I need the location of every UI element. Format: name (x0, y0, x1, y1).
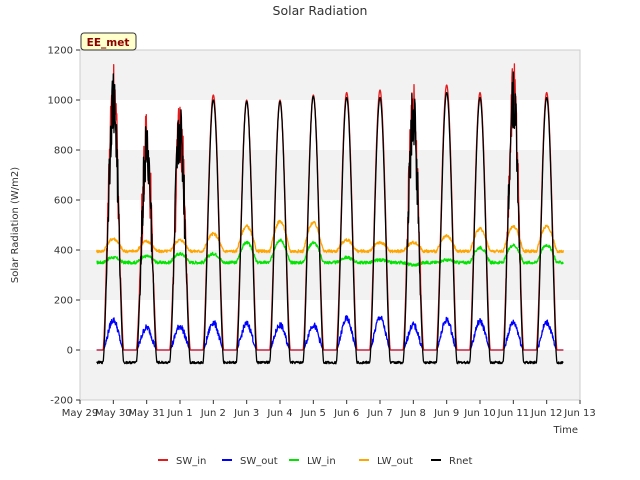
station-label-background (80, 32, 137, 51)
x-tick-label: Jun 9 (433, 408, 459, 419)
grid-band (80, 100, 580, 150)
x-tick-label: Jun 12 (530, 408, 563, 419)
legend-entry-label: LW_in (307, 456, 336, 467)
grid-band (80, 300, 580, 350)
grid-band (80, 150, 580, 200)
station-label-box: EE_met (80, 32, 137, 51)
y-tick-label: 400 (54, 246, 73, 257)
legend-entry-label: Rnet (449, 456, 472, 467)
y-axis-label: Solar Radiation (W/m2) (10, 167, 21, 283)
x-tick-label: May 31 (128, 408, 165, 419)
legend-entry-label: LW_out (377, 456, 413, 467)
x-tick-label: Jun 13 (563, 408, 596, 419)
y-tick-label: 200 (54, 296, 73, 307)
x-tick-label: Jun 11 (497, 408, 530, 419)
y-tick-label: 600 (54, 196, 73, 207)
x-tick-label: May 29 (62, 408, 99, 419)
plot-area-border (79, 49, 581, 401)
grid-band (80, 50, 580, 100)
y-tick-label: 1000 (48, 96, 73, 107)
x-axis-label: Time (553, 425, 578, 436)
grid-band (80, 350, 580, 400)
grid-band (80, 200, 580, 250)
grid-band (80, 250, 580, 300)
chart-title: Solar Radiation (273, 3, 368, 18)
x-tick-label: Jun 1 (166, 408, 192, 419)
y-tick-label: -200 (50, 396, 73, 407)
legend-entry-label: SW_out (240, 456, 278, 467)
x-tick-label: Jun 5 (300, 408, 326, 419)
y-tick-label: 1200 (48, 46, 73, 57)
x-tick-label: Jun 3 (233, 408, 259, 419)
x-tick-label: Jun 10 (463, 408, 496, 419)
x-tick-label: May 30 (95, 408, 132, 419)
legend: SW_in SW_out LW_in LW_out Rnet (158, 456, 472, 467)
station-label: EE_met (87, 37, 130, 49)
grid-bands (80, 50, 580, 400)
x-tick-label: Jun 4 (266, 408, 292, 419)
y-axis-ticks: -200 0 200 400 600 800 1000 1200 (48, 46, 80, 407)
x-tick-label: Jun 8 (400, 408, 426, 419)
x-tick-label: Jun 6 (333, 408, 359, 419)
y-tick-label: 0 (67, 346, 73, 357)
x-tick-label: Jun 7 (366, 408, 392, 419)
y-tick-label: 800 (54, 146, 73, 157)
series-layer (96, 63, 564, 365)
legend-entry-label: SW_in (176, 456, 206, 467)
x-tick-label: Jun 2 (200, 408, 226, 419)
series-line-rnet (96, 71, 564, 365)
